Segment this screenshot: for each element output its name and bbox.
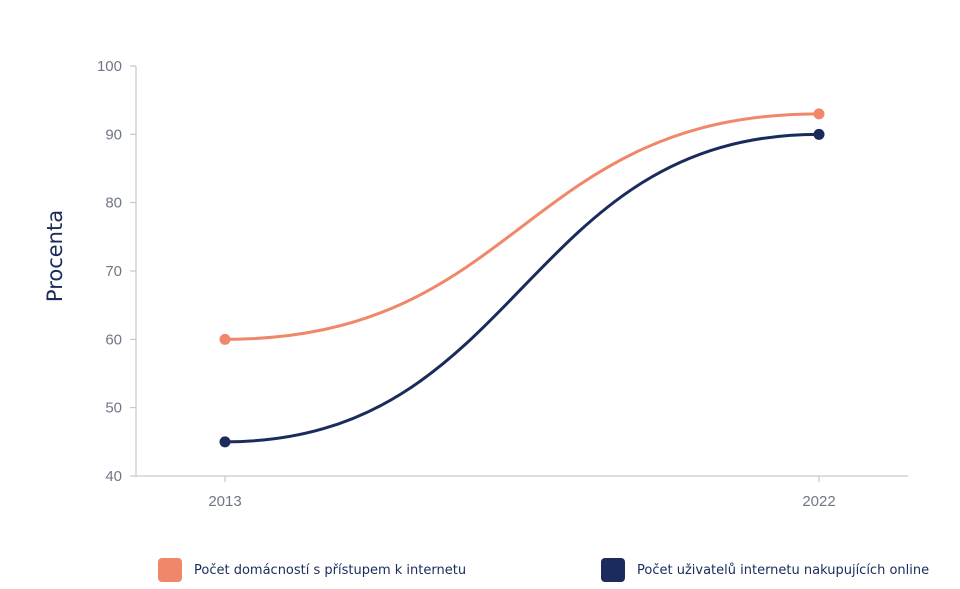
data-point-1-0 bbox=[219, 436, 231, 448]
legend-item-shoppers: Počet uživatelů internetu nakupujících o… bbox=[601, 558, 929, 582]
legend-swatch-households bbox=[158, 558, 182, 582]
data-point-0-0 bbox=[219, 333, 231, 345]
data-point-1-1 bbox=[813, 128, 825, 140]
x-tick-label: 2013 bbox=[208, 493, 241, 510]
chart-axes bbox=[135, 66, 908, 477]
legend-swatch-shoppers bbox=[601, 558, 625, 582]
y-axis-label: Procenta bbox=[43, 210, 67, 302]
legend-label-households: Počet domácností s přístupem k internetu bbox=[194, 562, 467, 578]
x-tick-label: 2022 bbox=[802, 493, 835, 510]
y-tick-label: 90 bbox=[105, 126, 122, 143]
series-line-0 bbox=[224, 112, 820, 341]
chart-ticks: 40 50 60 70 80 90 100 2013 2022 bbox=[97, 58, 836, 510]
series-line-1 bbox=[224, 132, 820, 444]
legend-label-shoppers: Počet uživatelů internetu nakupujících o… bbox=[637, 562, 930, 578]
y-tick-label: 60 bbox=[105, 331, 122, 348]
legend-item-households: Počet domácností s přístupem k internetu bbox=[158, 558, 466, 582]
y-tick-label: 70 bbox=[105, 263, 122, 280]
y-tick-label: 40 bbox=[105, 468, 122, 485]
y-tick-label: 50 bbox=[105, 400, 122, 417]
data-point-0-1 bbox=[813, 108, 825, 120]
chart-series bbox=[219, 108, 825, 448]
y-tick-label: 100 bbox=[97, 58, 122, 75]
y-tick-label: 80 bbox=[105, 195, 122, 212]
